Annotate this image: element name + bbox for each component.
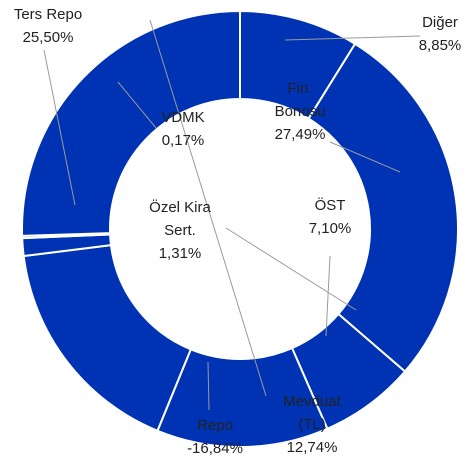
- data-label: Ters Repo 25,50%: [3, 3, 93, 49]
- data-label: VDMK 0,17%: [148, 106, 218, 152]
- data-label: Diğer 8,85%: [410, 11, 470, 57]
- donut-segment: [21, 9, 241, 237]
- category-label: ÖST: [314, 197, 346, 214]
- category-label: Fin. Bonosu: [274, 80, 326, 120]
- donut-segment: [307, 42, 459, 373]
- leader-line: [207, 361, 210, 411]
- category-label: Mevduat (TL): [283, 393, 341, 433]
- data-label: Özel Kira Sert. 1,31%: [140, 196, 220, 265]
- leader-lines: [43, 19, 421, 411]
- category-label: Repo: [197, 417, 233, 434]
- value-label: 1,31%: [158, 245, 202, 262]
- value-label: 0,17%: [161, 132, 205, 149]
- value-label: 12,74%: [286, 439, 338, 456]
- value-label: 25,50%: [22, 29, 74, 46]
- category-label: Ters Repo: [13, 6, 83, 23]
- donut-segment: [22, 244, 193, 433]
- data-label: Mevduat (TL) 12,74%: [277, 390, 347, 459]
- leader-line: [225, 227, 357, 311]
- data-label: Repo -16,84%: [180, 414, 250, 460]
- leader-line: [149, 19, 267, 397]
- value-label: -16,84%: [187, 440, 243, 457]
- category-label: VDMK: [161, 109, 205, 126]
- category-label: Özel Kira Sert.: [149, 199, 211, 239]
- value-label: 27,49%: [274, 126, 326, 143]
- leader-line: [284, 35, 421, 41]
- leader-line: [43, 49, 76, 206]
- data-label: ÖST 7,10%: [300, 194, 360, 240]
- value-label: 7,10%: [308, 220, 352, 237]
- leader-line: [329, 141, 401, 173]
- value-label: 8,85%: [418, 37, 462, 54]
- leader-line: [325, 255, 331, 337]
- category-label: Diğer: [422, 14, 458, 31]
- data-label: Fin. Bonosu 27,49%: [265, 77, 335, 146]
- leader-line: [117, 81, 157, 129]
